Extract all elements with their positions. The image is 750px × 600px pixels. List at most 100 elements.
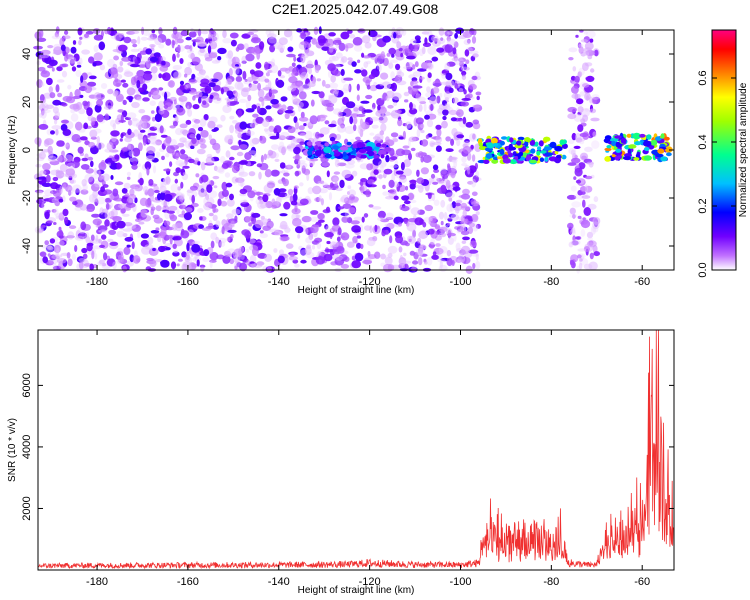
noise-speckle	[192, 40, 196, 47]
noise-speckle	[99, 244, 105, 248]
noise-speckle	[146, 146, 156, 154]
noise-speckle	[64, 30, 69, 35]
noise-speckle	[580, 219, 591, 229]
x-tick-label: -100	[449, 576, 471, 588]
noise-speckle	[165, 176, 171, 185]
noise-speckle	[449, 203, 453, 212]
noise-speckle	[409, 250, 416, 256]
noise-speckle	[159, 185, 167, 194]
noise-speckle	[440, 220, 444, 226]
noise-speckle	[221, 162, 229, 169]
noise-speckle	[227, 50, 234, 59]
noise-speckle	[212, 95, 223, 104]
noise-speckle	[465, 59, 470, 64]
noise-speckle	[157, 235, 162, 243]
noise-speckle	[410, 147, 416, 152]
signal-blob	[324, 142, 330, 147]
noise-speckle	[69, 225, 77, 230]
noise-speckle	[348, 33, 356, 39]
noise-speckle	[197, 161, 201, 166]
noise-speckle	[356, 113, 366, 118]
noise-speckle	[584, 185, 593, 193]
noise-speckle	[148, 179, 154, 186]
noise-speckle	[418, 244, 426, 250]
noise-speckle	[377, 104, 381, 111]
noise-speckle	[400, 205, 410, 212]
noise-speckle	[199, 216, 203, 221]
noise-speckle	[86, 208, 94, 212]
noise-speckle	[173, 99, 177, 105]
signal-blob	[540, 150, 547, 154]
noise-speckle	[403, 218, 408, 224]
signal-blob	[524, 140, 529, 148]
noise-speckle	[138, 124, 142, 131]
noise-speckle	[299, 198, 309, 206]
noise-speckle	[229, 156, 235, 161]
noise-speckle	[93, 167, 98, 175]
noise-speckle	[40, 70, 51, 78]
noise-speckle	[438, 246, 448, 254]
noise-speckle	[155, 151, 161, 158]
noise-speckle	[252, 247, 259, 256]
noise-speckle	[93, 45, 99, 53]
noise-speckle	[589, 252, 594, 260]
noise-speckle	[292, 98, 301, 106]
noise-speckle	[475, 91, 482, 96]
noise-speckle	[363, 61, 369, 68]
noise-speckle	[176, 52, 180, 58]
noise-speckle	[216, 97, 221, 101]
noise-speckle	[237, 132, 243, 139]
noise-speckle	[468, 249, 479, 254]
noise-speckle	[439, 92, 443, 98]
noise-speckle	[241, 60, 247, 64]
noise-speckle	[228, 68, 233, 77]
noise-speckle	[309, 115, 318, 125]
noise-speckle	[172, 26, 178, 35]
noise-speckle	[184, 157, 188, 166]
noise-speckle	[375, 84, 385, 90]
signal-blob	[606, 145, 612, 149]
noise-speckle	[40, 224, 46, 228]
noise-speckle	[177, 142, 185, 148]
noise-speckle	[52, 176, 59, 182]
signal-blob	[655, 153, 664, 158]
noise-speckle	[336, 246, 345, 254]
noise-speckle	[432, 181, 439, 185]
noise-speckle	[131, 241, 135, 250]
noise-speckle	[340, 68, 345, 77]
noise-speckle	[91, 250, 95, 260]
noise-speckle	[348, 199, 359, 204]
noise-speckle	[126, 196, 135, 203]
noise-speckle	[415, 117, 424, 125]
noise-speckle	[384, 223, 390, 227]
noise-speckle	[396, 80, 407, 86]
noise-speckle	[254, 191, 264, 196]
noise-speckle	[208, 32, 212, 40]
noise-speckle	[52, 51, 62, 55]
noise-speckle	[461, 74, 467, 81]
noise-speckle	[149, 100, 156, 106]
noise-speckle	[208, 212, 214, 217]
noise-speckle	[392, 101, 398, 107]
noise-speckle	[112, 79, 122, 87]
noise-speckle	[456, 134, 465, 139]
noise-speckle	[450, 117, 457, 122]
noise-speckle	[271, 144, 280, 151]
noise-speckle	[196, 41, 207, 47]
signal-blob	[501, 136, 508, 140]
noise-speckle	[244, 152, 252, 161]
noise-speckle	[418, 104, 423, 112]
noise-speckle	[335, 255, 343, 261]
noise-speckle	[405, 185, 409, 191]
noise-speckle	[213, 165, 218, 171]
noise-speckle	[59, 37, 65, 47]
noise-speckle	[293, 116, 298, 124]
noise-speckle	[584, 175, 593, 180]
noise-speckle	[149, 259, 157, 268]
noise-speckle	[263, 128, 269, 132]
noise-speckle	[67, 186, 74, 196]
noise-speckle	[267, 36, 277, 46]
noise-speckle	[225, 150, 231, 158]
noise-speckle	[427, 192, 432, 199]
